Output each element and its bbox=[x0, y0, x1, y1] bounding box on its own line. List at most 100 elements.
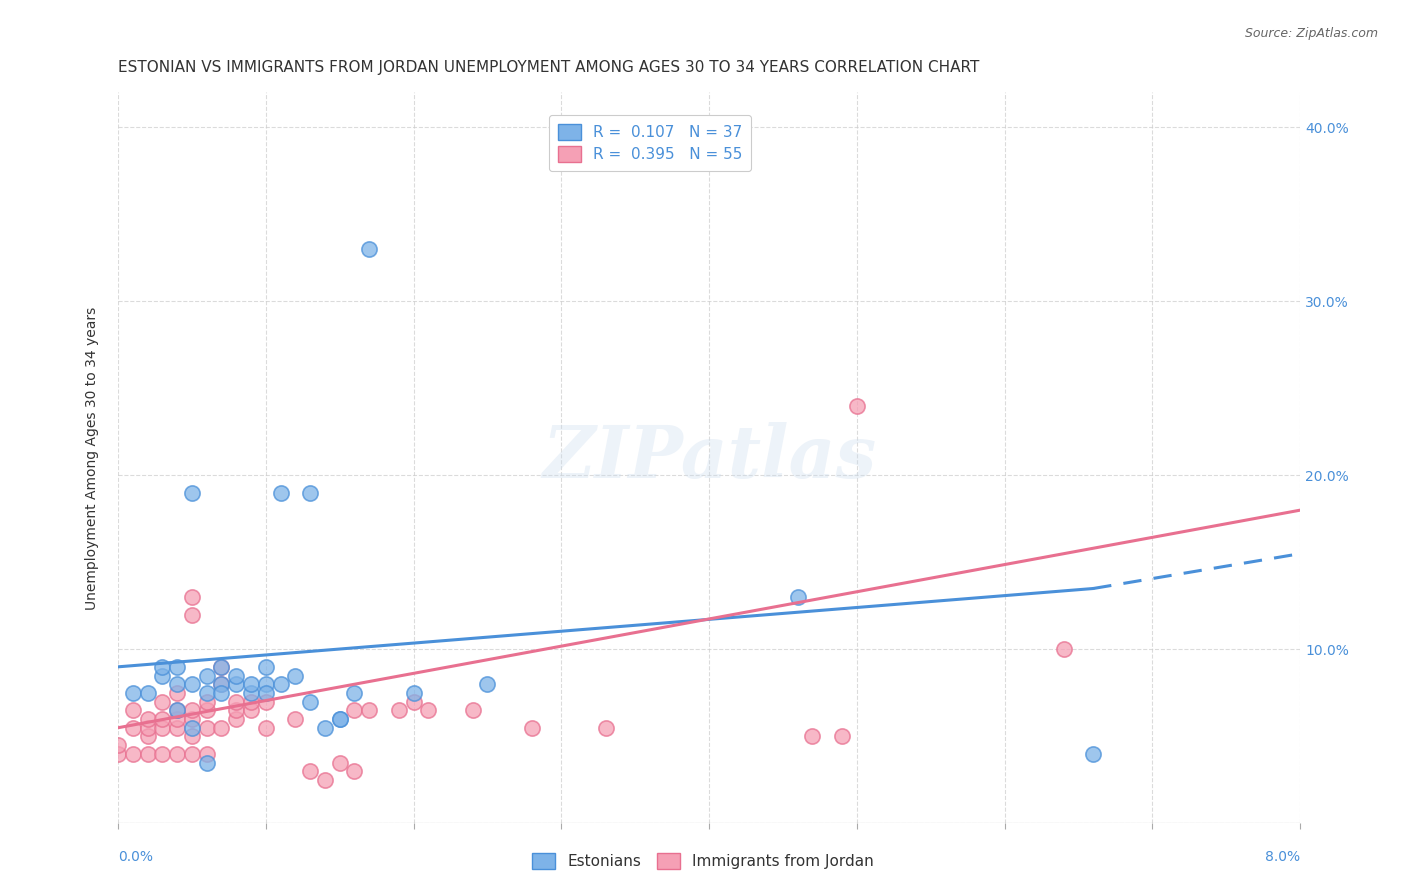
Immigrants from Jordan bbox=[831, 730, 853, 744]
Estonians bbox=[270, 485, 292, 500]
Immigrants from Jordan bbox=[121, 747, 143, 761]
Legend: Estonians, Immigrants from Jordan: Estonians, Immigrants from Jordan bbox=[526, 847, 880, 875]
Immigrants from Jordan bbox=[225, 703, 247, 717]
Estonians bbox=[211, 660, 233, 674]
Immigrants from Jordan bbox=[225, 695, 247, 709]
Immigrants from Jordan bbox=[1053, 642, 1076, 657]
Text: 0.0%: 0.0% bbox=[118, 850, 153, 864]
Estonians bbox=[284, 668, 307, 682]
Immigrants from Jordan bbox=[136, 712, 159, 726]
Immigrants from Jordan bbox=[195, 747, 218, 761]
Immigrants from Jordan bbox=[211, 660, 233, 674]
Immigrants from Jordan bbox=[136, 721, 159, 735]
Estonians bbox=[254, 686, 277, 700]
Immigrants from Jordan bbox=[166, 747, 188, 761]
Estonians bbox=[136, 686, 159, 700]
Immigrants from Jordan bbox=[314, 772, 336, 787]
Estonians bbox=[166, 660, 188, 674]
Immigrants from Jordan bbox=[166, 703, 188, 717]
Immigrants from Jordan bbox=[181, 747, 204, 761]
Estonians bbox=[314, 721, 336, 735]
Immigrants from Jordan bbox=[418, 703, 440, 717]
Estonians bbox=[477, 677, 499, 691]
Estonians bbox=[402, 686, 425, 700]
Immigrants from Jordan bbox=[150, 695, 173, 709]
Immigrants from Jordan bbox=[195, 703, 218, 717]
Immigrants from Jordan bbox=[150, 721, 173, 735]
Immigrants from Jordan bbox=[195, 721, 218, 735]
Immigrants from Jordan bbox=[595, 721, 617, 735]
Text: 8.0%: 8.0% bbox=[1265, 850, 1301, 864]
Immigrants from Jordan bbox=[402, 695, 425, 709]
Estonians bbox=[225, 668, 247, 682]
Immigrants from Jordan bbox=[121, 721, 143, 735]
Estonians bbox=[181, 677, 204, 691]
Immigrants from Jordan bbox=[166, 712, 188, 726]
Estonians bbox=[343, 686, 366, 700]
Immigrants from Jordan bbox=[388, 703, 411, 717]
Estonians bbox=[195, 756, 218, 770]
Immigrants from Jordan bbox=[343, 764, 366, 779]
Immigrants from Jordan bbox=[181, 712, 204, 726]
Immigrants from Jordan bbox=[136, 747, 159, 761]
Immigrants from Jordan bbox=[166, 686, 188, 700]
Immigrants from Jordan bbox=[845, 399, 868, 413]
Estonians bbox=[270, 677, 292, 691]
Immigrants from Jordan bbox=[343, 703, 366, 717]
Text: Source: ZipAtlas.com: Source: ZipAtlas.com bbox=[1244, 27, 1378, 40]
Immigrants from Jordan bbox=[181, 730, 204, 744]
Text: ZIPatlas: ZIPatlas bbox=[541, 423, 876, 493]
Estonians bbox=[225, 677, 247, 691]
Immigrants from Jordan bbox=[121, 703, 143, 717]
Immigrants from Jordan bbox=[136, 730, 159, 744]
Immigrants from Jordan bbox=[107, 738, 129, 752]
Immigrants from Jordan bbox=[211, 721, 233, 735]
Estonians bbox=[359, 242, 381, 256]
Y-axis label: Unemployment Among Ages 30 to 34 years: Unemployment Among Ages 30 to 34 years bbox=[86, 306, 100, 609]
Estonians bbox=[121, 686, 143, 700]
Estonians bbox=[254, 660, 277, 674]
Immigrants from Jordan bbox=[107, 747, 129, 761]
Estonians bbox=[150, 660, 173, 674]
Estonians bbox=[299, 695, 322, 709]
Immigrants from Jordan bbox=[254, 695, 277, 709]
Immigrants from Jordan bbox=[254, 721, 277, 735]
Immigrants from Jordan bbox=[181, 591, 204, 605]
Immigrants from Jordan bbox=[520, 721, 543, 735]
Estonians bbox=[329, 712, 352, 726]
Legend: R =  0.107   N = 37, R =  0.395   N = 55: R = 0.107 N = 37, R = 0.395 N = 55 bbox=[548, 115, 751, 171]
Immigrants from Jordan bbox=[461, 703, 484, 717]
Immigrants from Jordan bbox=[225, 712, 247, 726]
Immigrants from Jordan bbox=[150, 712, 173, 726]
Estonians bbox=[181, 721, 204, 735]
Estonians bbox=[211, 686, 233, 700]
Immigrants from Jordan bbox=[801, 730, 824, 744]
Immigrants from Jordan bbox=[359, 703, 381, 717]
Immigrants from Jordan bbox=[195, 695, 218, 709]
Estonians bbox=[1083, 747, 1105, 761]
Immigrants from Jordan bbox=[150, 747, 173, 761]
Immigrants from Jordan bbox=[240, 695, 263, 709]
Immigrants from Jordan bbox=[299, 764, 322, 779]
Estonians bbox=[195, 668, 218, 682]
Estonians bbox=[240, 677, 263, 691]
Immigrants from Jordan bbox=[166, 721, 188, 735]
Immigrants from Jordan bbox=[329, 756, 352, 770]
Text: ESTONIAN VS IMMIGRANTS FROM JORDAN UNEMPLOYMENT AMONG AGES 30 TO 34 YEARS CORREL: ESTONIAN VS IMMIGRANTS FROM JORDAN UNEMP… bbox=[118, 60, 980, 75]
Estonians bbox=[254, 677, 277, 691]
Estonians bbox=[211, 677, 233, 691]
Immigrants from Jordan bbox=[284, 712, 307, 726]
Immigrants from Jordan bbox=[240, 703, 263, 717]
Estonians bbox=[166, 703, 188, 717]
Immigrants from Jordan bbox=[181, 703, 204, 717]
Estonians bbox=[240, 686, 263, 700]
Estonians bbox=[195, 686, 218, 700]
Estonians bbox=[299, 485, 322, 500]
Estonians bbox=[150, 668, 173, 682]
Immigrants from Jordan bbox=[181, 607, 204, 622]
Estonians bbox=[786, 591, 808, 605]
Estonians bbox=[181, 485, 204, 500]
Immigrants from Jordan bbox=[211, 677, 233, 691]
Estonians bbox=[329, 712, 352, 726]
Estonians bbox=[166, 677, 188, 691]
